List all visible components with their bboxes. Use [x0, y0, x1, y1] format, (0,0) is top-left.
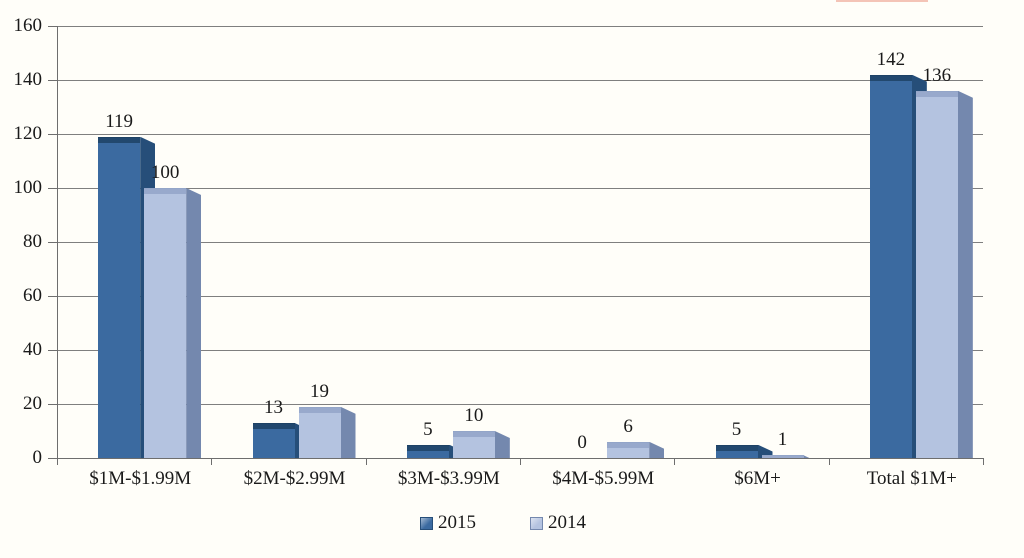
- y-tick-label: 100: [13, 177, 43, 198]
- gridline-y-140: [57, 79, 983, 81]
- bar-2015-top-bevel: [406, 444, 449, 451]
- data-label-2015: 142: [876, 48, 906, 70]
- y-axis-tick: [48, 79, 58, 81]
- legend-item-2014: 2014: [530, 512, 586, 534]
- x-category-label: $4M-$5.99M: [552, 468, 655, 489]
- bar-2014: [298, 406, 341, 458]
- bar-2014-top-bevel: [761, 455, 804, 458]
- bar-2015-top-bevel: [715, 444, 758, 451]
- bar-2015: [869, 74, 912, 458]
- bar-2014-side: [957, 90, 973, 458]
- bar-2014-side: [186, 188, 202, 458]
- gridline-y-160: [57, 25, 983, 27]
- y-tick-label: 60: [23, 285, 42, 306]
- y-tick-label: 0: [32, 447, 43, 468]
- bar-2014: [144, 188, 187, 458]
- legend-marker-2014: [530, 516, 543, 530]
- legend-marker-2015: [420, 516, 433, 530]
- x-category-label: $1M-$1.99M: [89, 468, 192, 489]
- x-axis-tick: [983, 458, 984, 465]
- y-axis-tick: [48, 457, 58, 459]
- bar-2014-top-bevel: [452, 431, 495, 437]
- data-label-2014: 1: [777, 429, 788, 451]
- data-label-2015: 13: [264, 396, 283, 418]
- x-category-label: $2M-$2.99M: [243, 468, 346, 489]
- x-axis-tick: [211, 458, 213, 465]
- x-axis-tick: [365, 458, 367, 465]
- data-label-2015: 119: [105, 110, 134, 132]
- y-tick-label: 20: [23, 393, 42, 414]
- data-label-2015: 0: [577, 432, 587, 453]
- bar-2014-side: [340, 406, 356, 458]
- bar-2014-top-bevel: [607, 441, 650, 448]
- top-right-red-line-artifact: [836, 0, 928, 2]
- y-tick-label: 80: [23, 231, 42, 252]
- bar-2014: [915, 90, 958, 458]
- y-axis-tick: [48, 25, 58, 27]
- y-axis-tick: [48, 349, 58, 351]
- bar-2014-top-bevel: [144, 188, 187, 194]
- y-tick-label: 160: [13, 15, 43, 36]
- y-axis-tick: [48, 133, 58, 135]
- bar-2014-top-bevel: [298, 406, 341, 413]
- data-label-2014: 100: [150, 162, 180, 183]
- data-label-2015: 5: [731, 418, 742, 440]
- x-category-label: $3M-$3.99M: [397, 468, 500, 489]
- y-tick-label: 140: [13, 69, 43, 90]
- data-label-2014: 6: [623, 415, 633, 437]
- x-axis-tick: [57, 458, 58, 465]
- bar-2015: [98, 136, 141, 458]
- y-axis-tick: [48, 403, 58, 405]
- y-axis-tick: [48, 187, 58, 189]
- gridline-y-100: [57, 187, 983, 189]
- bar-2015-top-bevel: [869, 74, 912, 81]
- x-category-label: $6M+: [734, 468, 781, 489]
- gridline-y-40: [57, 349, 983, 351]
- data-label-2014: 19: [310, 380, 329, 402]
- x-axis-tick: [674, 458, 676, 465]
- bar-2014-side: [649, 441, 665, 458]
- legend-label-2014: 2014: [548, 512, 586, 533]
- y-tick-label: 120: [13, 123, 43, 144]
- bar-2014-side: [494, 431, 510, 458]
- gridline-y-120: [57, 133, 983, 135]
- legend-item-2015: 2015: [420, 512, 476, 534]
- bar-2015-top-bevel: [98, 136, 141, 143]
- gridline-y-20: [57, 403, 983, 405]
- data-label-2014: 136: [922, 64, 952, 86]
- x-category-label: Total $1M+: [866, 468, 957, 489]
- data-label-2014: 10: [464, 405, 484, 426]
- y-tick-label: 40: [23, 339, 42, 360]
- x-axis-tick: [828, 458, 830, 465]
- data-label-2015: 5: [423, 418, 433, 440]
- bar-2015-top-bevel: [252, 422, 295, 429]
- legend: 2015 2014: [0, 508, 1024, 534]
- y-axis-tick: [48, 295, 58, 297]
- bar-2014-top-bevel: [915, 90, 958, 97]
- y-axis-line: [57, 26, 58, 464]
- gridline-y-80: [57, 241, 983, 243]
- legend-label-2015: 2015: [438, 512, 476, 533]
- y-axis-tick: [48, 241, 58, 243]
- x-axis-tick: [520, 458, 521, 465]
- gridline-y-60: [57, 295, 983, 297]
